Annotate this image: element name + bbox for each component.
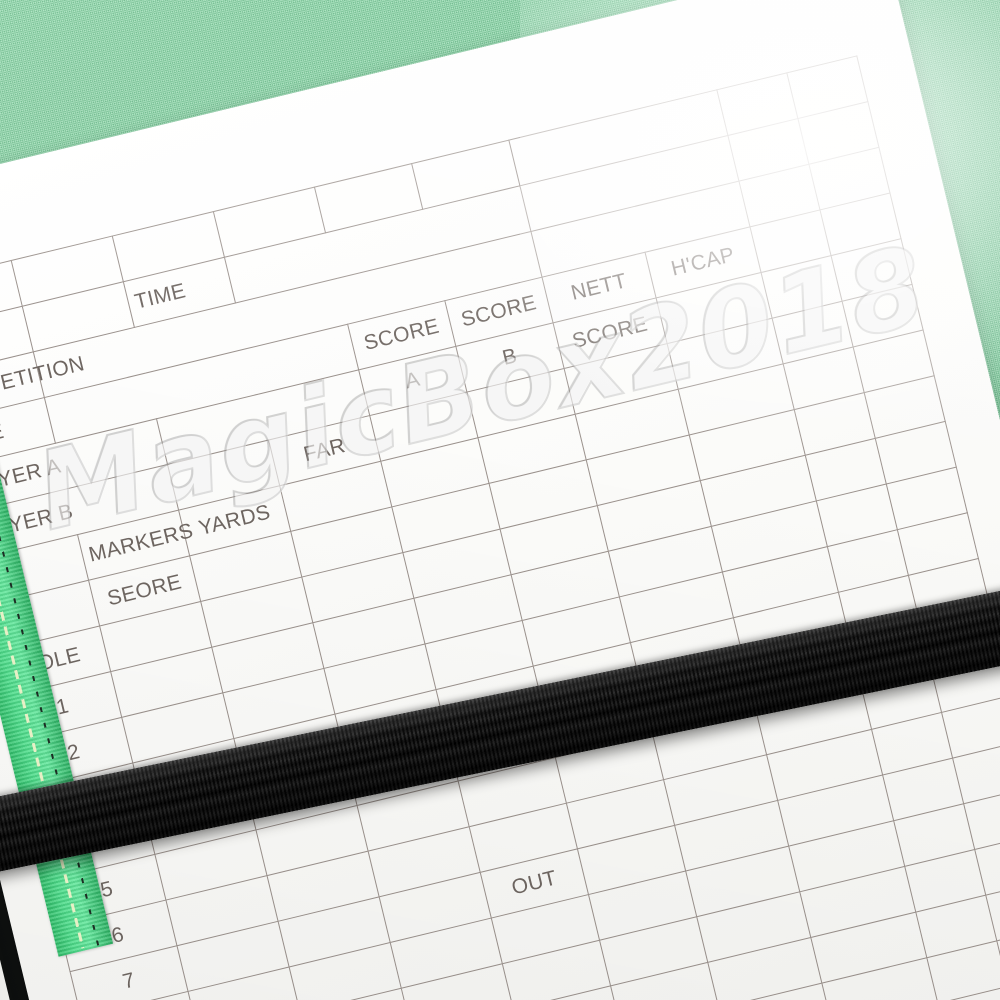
scorecard-table: TIME COMPETITION DATE — [0, 55, 1000, 1000]
